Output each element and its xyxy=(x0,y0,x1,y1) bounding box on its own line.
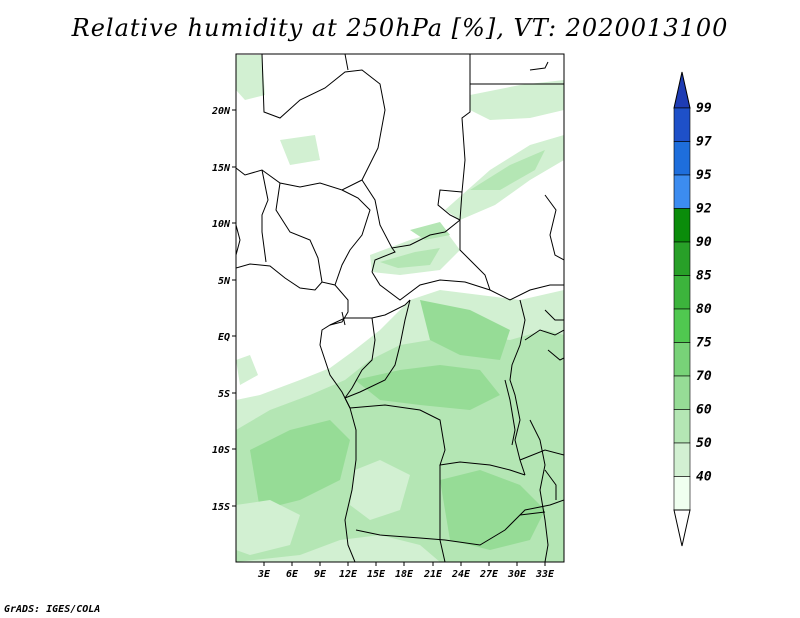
colorbar-label: 70 xyxy=(696,369,712,384)
colorbar-swatch xyxy=(673,141,691,176)
lon-tick-label: 15E xyxy=(367,569,386,580)
lat-tick-label: 20N xyxy=(211,106,231,117)
lon-tick-label: 12E xyxy=(339,569,358,580)
colorbar-label: 40 xyxy=(696,470,712,485)
lat-tick-label: 5N xyxy=(218,276,231,287)
lon-tick-label: 18E xyxy=(395,569,414,580)
lat-tick-label: 15N xyxy=(212,163,231,174)
colorbar-swatch xyxy=(673,409,691,444)
lon-tick-label: 6E xyxy=(286,569,299,580)
colorbar-label: 85 xyxy=(696,269,712,284)
country-borders xyxy=(236,54,564,562)
colorbar-label: 60 xyxy=(696,403,712,418)
colorbar-label: 97 xyxy=(696,135,712,150)
lat-tick-label: 15S xyxy=(212,502,230,513)
colorbar-swatch xyxy=(673,442,691,477)
colorbar-label: 92 xyxy=(696,202,712,217)
lat-tick-label: 10N xyxy=(212,219,231,230)
grads-credit: GrADS: IGES/COLA xyxy=(4,604,101,615)
colorbar-swatch xyxy=(673,241,691,276)
lat-axis: 20N 15N 10N 5N EQ 5S 10S 15S xyxy=(211,106,236,513)
colorbar-swatch xyxy=(673,208,691,243)
humidity-shading xyxy=(236,55,564,562)
colorbar-label: 95 xyxy=(696,168,712,183)
colorbar-swatch xyxy=(673,342,691,377)
colorbar-swatch xyxy=(673,275,691,310)
lat-tick-label: 5S xyxy=(218,389,230,400)
lon-tick-label: 30E xyxy=(507,569,527,580)
colorbar-swatch xyxy=(673,375,691,410)
colorbar-swatch xyxy=(673,107,691,142)
colorbar-label: 80 xyxy=(696,302,712,317)
colorbar-label: 50 xyxy=(696,436,712,451)
lon-tick-label: 33E xyxy=(535,569,555,580)
lat-tick-label: 10S xyxy=(212,445,230,456)
lon-tick-label: 27E xyxy=(479,569,499,580)
colorbar-bottom-arrow xyxy=(673,509,691,547)
colorbar-label: 75 xyxy=(696,336,712,351)
lat-tick-label: EQ xyxy=(218,332,230,343)
colorbar: 99 97 95 92 90 85 80 75 70 60 50 40 xyxy=(673,71,712,547)
lon-tick-label: 21E xyxy=(423,569,443,580)
map-title: Relative humidity at 250hPa [%], VT: 202… xyxy=(71,14,729,42)
map-frame xyxy=(235,53,565,563)
colorbar-swatch xyxy=(673,174,691,209)
lon-tick-label: 24E xyxy=(451,569,471,580)
colorbar-label: 99 xyxy=(696,101,712,116)
colorbar-label: 90 xyxy=(696,235,712,250)
lon-tick-label: 9E xyxy=(314,569,327,580)
colorbar-swatch xyxy=(673,476,691,511)
colorbar-swatch xyxy=(673,308,691,343)
colorbar-top-arrow xyxy=(673,71,691,109)
lon-tick-label: 3E xyxy=(257,569,271,580)
lon-axis: 3E 6E 9E 12E 15E 18E 21E 24E 27E 30E 33E xyxy=(257,562,555,580)
